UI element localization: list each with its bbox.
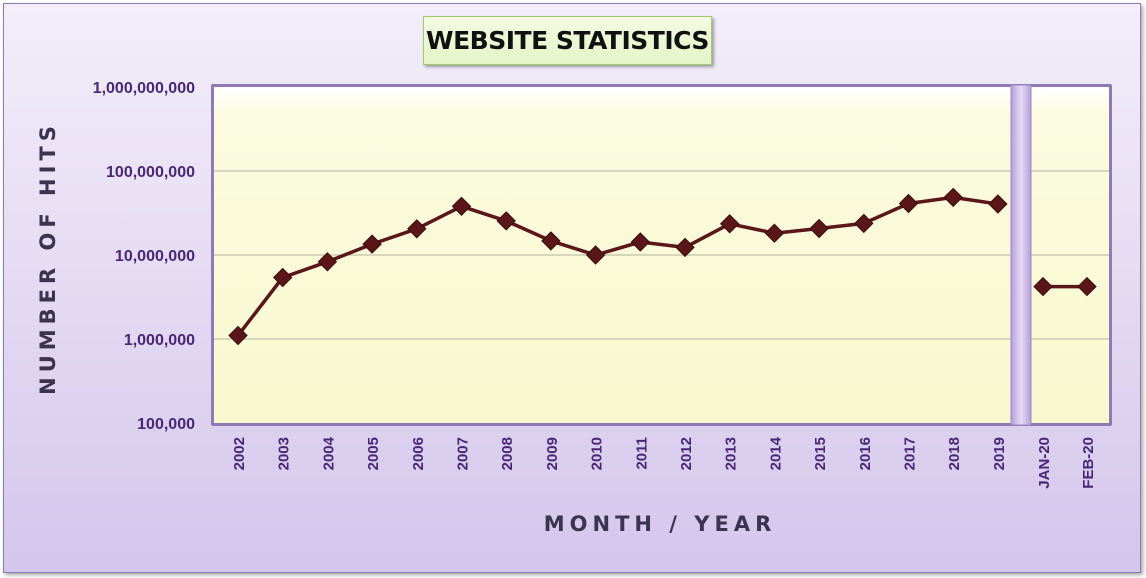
data-point-marker [362, 234, 382, 254]
x-tick-label: 2013 [723, 437, 740, 470]
y-tick-label: 100,000 [137, 416, 195, 433]
x-tick-label: 2016 [857, 437, 874, 470]
data-point-marker [272, 267, 293, 288]
x-tick-label: 2014 [767, 436, 784, 470]
x-tick-label: 2011 [633, 437, 650, 470]
y-tick-label: 100,000,000 [106, 164, 195, 181]
x-tick-label: 2008 [499, 437, 516, 470]
data-point-marker [988, 194, 1008, 214]
data-point-marker [407, 219, 427, 239]
y-tick-label: 10,000,000 [115, 248, 195, 265]
y-tick-label: 1,000,000,000 [93, 80, 195, 97]
y-tick-label: 1,000,000 [124, 332, 195, 349]
x-tick-label: 2005 [365, 437, 382, 470]
data-point-marker [764, 223, 785, 243]
chart-title-box: WEBSITE STATISTICS [423, 16, 712, 65]
data-point-marker [317, 252, 338, 272]
chart-title: WEBSITE STATISTICS [426, 26, 709, 55]
x-tick-label: 2004 [320, 436, 337, 470]
data-point-marker [630, 232, 651, 252]
x-tick-label: JAN-20 [1036, 437, 1053, 489]
x-tick-label: 2002 [231, 437, 248, 470]
data-point-marker [1033, 276, 1053, 297]
data-point-marker [675, 237, 695, 258]
x-tick-label: 2018 [946, 437, 963, 470]
data-point-marker [943, 187, 963, 208]
period-separator-band [1010, 84, 1032, 426]
data-point-marker [898, 193, 919, 214]
x-tick-label: 2003 [276, 437, 293, 470]
x-tick-label: 2012 [678, 437, 695, 470]
y-axis-title: NUMBER OF HITS [36, 121, 60, 395]
x-tick-label: 2019 [991, 437, 1008, 470]
x-tick-label: 2009 [544, 437, 561, 470]
x-tick-label: 2017 [902, 437, 919, 470]
x-tick-label: 2015 [812, 437, 829, 470]
data-point-marker [585, 245, 606, 265]
data-point-marker [719, 214, 740, 234]
data-point-marker [228, 325, 248, 346]
series-line [236, 195, 999, 337]
x-axis-title: MONTH / YEAR [544, 512, 777, 536]
data-point-marker [496, 211, 516, 231]
x-tick-label: 2007 [455, 437, 472, 470]
data-point-marker [809, 218, 829, 239]
data-point-marker [541, 231, 561, 251]
data-point-marker [451, 196, 472, 217]
data-point-marker [1077, 276, 1097, 297]
data-point-marker [854, 213, 874, 234]
x-tick-label: 2010 [589, 437, 606, 470]
x-tick-label: 2006 [410, 437, 427, 470]
x-tick-label: FEB-20 [1080, 437, 1097, 489]
